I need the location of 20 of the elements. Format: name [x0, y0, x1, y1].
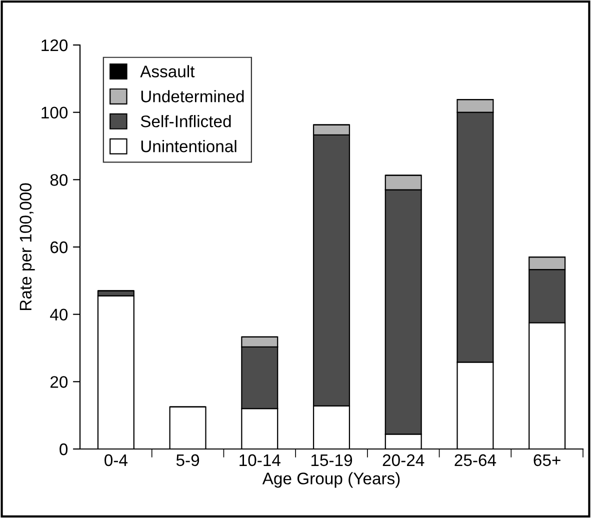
x-tick-label: 10-14: [240, 454, 280, 466]
x-axis-title: Age Group (Years): [262, 472, 400, 488]
y-tick-label: 60: [50, 241, 68, 254]
x-tick-label: 65+: [534, 454, 560, 466]
y-tick-label: 0: [60, 443, 68, 456]
x-tick-label: 15-19: [311, 454, 352, 466]
y-tick-label: 20: [50, 376, 68, 388]
legend-label: Self-Inflicted: [140, 115, 231, 128]
x-tick-label: 25-64: [454, 454, 496, 466]
y-tick-label: 80: [50, 174, 68, 186]
x-tick-label: 5-9: [176, 454, 200, 466]
legend-label: Undetermined: [141, 90, 244, 102]
legend-label: Unintentional: [141, 140, 236, 152]
y-tick-label: 100: [42, 106, 68, 119]
y-tick-label: 120: [42, 39, 68, 52]
y-axis-title: Rate per 100,000: [20, 183, 35, 310]
x-tick-label: 0-4: [104, 454, 128, 466]
legend-label: Assault: [140, 65, 195, 78]
y-tick-label: 40: [50, 308, 68, 321]
x-tick-label: 20-24: [382, 454, 424, 466]
